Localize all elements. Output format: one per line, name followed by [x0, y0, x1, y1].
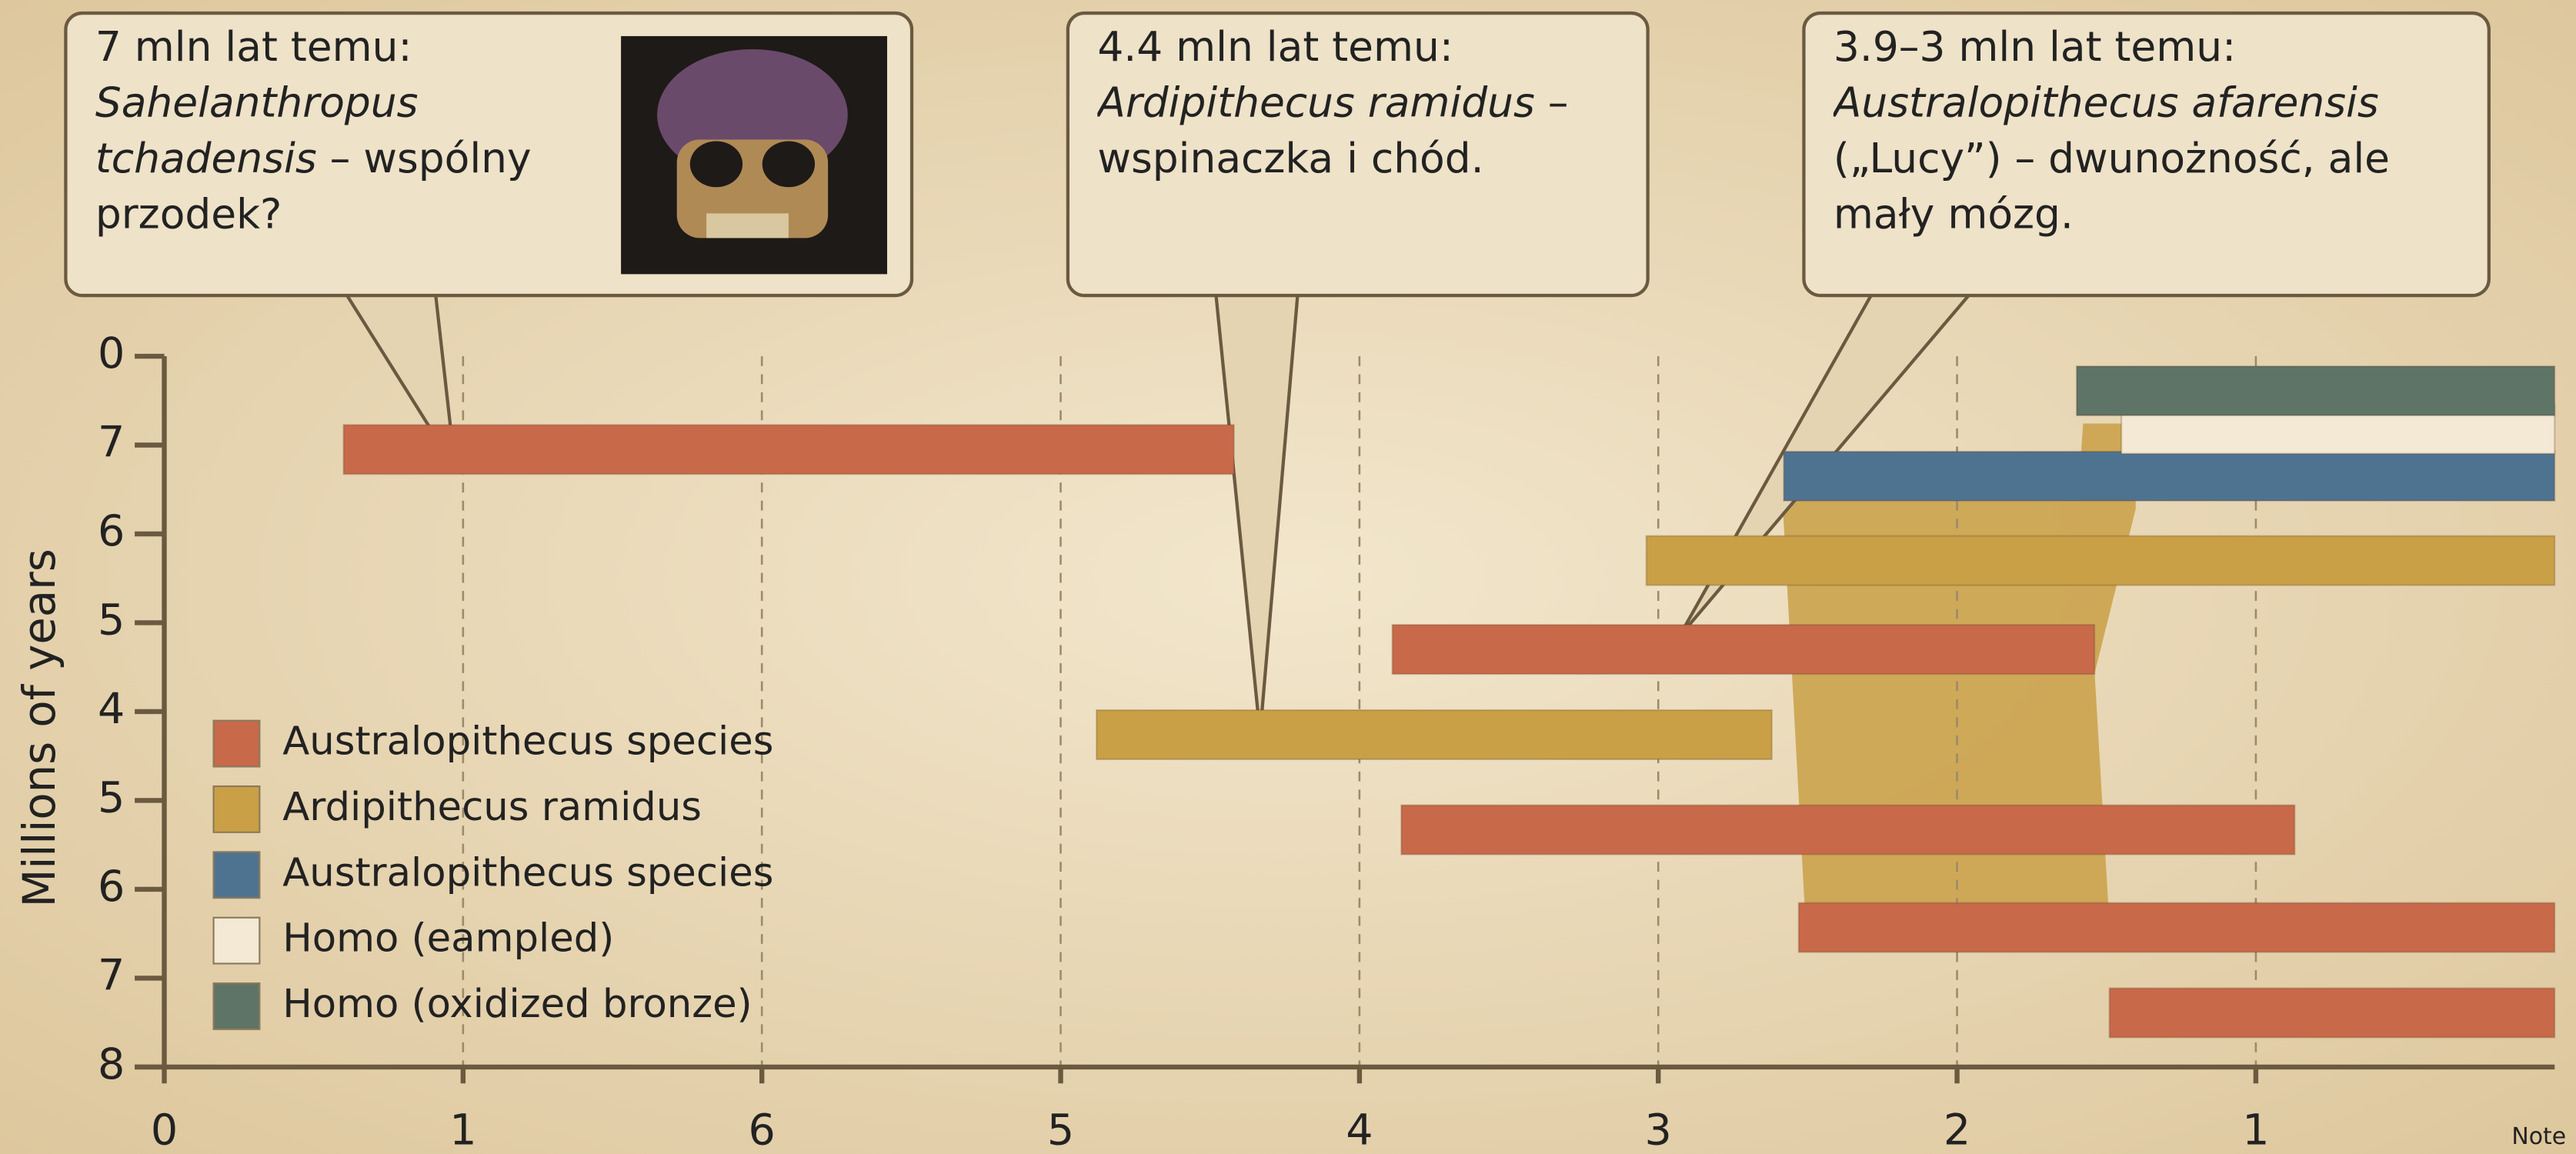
bar: [1393, 625, 2095, 674]
callout-species: Ardipithecus ramidus: [1097, 78, 1534, 126]
y-tick-label: 6: [98, 862, 125, 912]
bar: [2077, 366, 2554, 415]
legend-swatch: [214, 721, 260, 767]
y-tick-label: 5: [98, 773, 125, 823]
y-tick-label: 7: [98, 418, 125, 468]
bar: [1784, 452, 2554, 501]
x-tick-label: 5: [1047, 1105, 1074, 1154]
callout-text: 4.4 mln lat temu:Ardipithecus ramidus – …: [1097, 20, 1640, 295]
bar: [1799, 903, 2555, 952]
legend-label: Australopithecus species: [282, 719, 773, 765]
legend-label: Homo (oxidized bronze): [282, 981, 752, 1027]
bar: [2110, 988, 2555, 1037]
y-tick-label: 5: [98, 595, 125, 645]
x-tick-label: 3: [1645, 1105, 1672, 1154]
legend-swatch: [214, 852, 260, 898]
y-axis-label: Millions of years: [14, 549, 65, 907]
legend-swatch: [214, 786, 260, 832]
callout-species: Australopithecus afarensis: [1834, 78, 2379, 126]
x-tick-label: 2: [1944, 1105, 1970, 1154]
legend-swatch: [214, 918, 260, 964]
skull-image: [621, 36, 887, 274]
legend-label: Homo (eampled): [282, 916, 614, 962]
chart: 7 mln lat temu:Sahelanthropus tchadensis…: [0, 0, 2576, 1154]
x-tick-label: 4: [1346, 1105, 1373, 1154]
bar: [1647, 536, 2555, 585]
callout-body: 3.9–3 mln lat temu: Australopithecus afar…: [1834, 20, 2474, 243]
callout-desc: („Lucy”) – dwunożność, ale mały mózg.: [1834, 135, 2390, 238]
callout-date: 3.9–3 mln lat temu:: [1834, 23, 2236, 71]
callout-date: 4.4 mln lat temu:: [1097, 23, 1453, 71]
y-tick-label: 4: [98, 684, 125, 734]
legend-label: Australopithecus species: [282, 849, 773, 896]
legend-swatch: [214, 983, 260, 1029]
callout-body: 7 mln lat temu:Sahelanthropus tchadensis…: [95, 20, 605, 243]
x-tick-label: 1: [449, 1105, 476, 1154]
callout-text: 3.9–3 mln lat temu: Australopithecus afar…: [1834, 20, 2474, 295]
x-tick-label: 6: [749, 1105, 776, 1154]
page: 7 mln lat temu:Sahelanthropus tchadensis…: [0, 0, 2576, 1154]
note: Note: [2511, 1123, 2566, 1150]
x-tick-label: 1: [2242, 1105, 2269, 1154]
decor-shape: [1783, 423, 2136, 952]
y-tick-label: 0: [98, 329, 125, 379]
x-tick-label: 0: [151, 1105, 178, 1154]
bar: [1401, 805, 2294, 855]
bar: [344, 425, 1234, 474]
callout-body: 4.4 mln lat temu:Ardipithecus ramidus – …: [1097, 20, 1640, 188]
bar: [1096, 710, 1772, 759]
callout-text: 7 mln lat temu:Sahelanthropus tchadensis…: [95, 20, 605, 295]
y-tick-label: 8: [98, 1039, 125, 1089]
callout-date: 7 mln lat temu:: [95, 23, 412, 71]
y-tick-label: 6: [98, 506, 125, 556]
y-tick-label: 7: [98, 951, 125, 1001]
legend-label: Ardipithecus ramidus: [282, 784, 702, 830]
